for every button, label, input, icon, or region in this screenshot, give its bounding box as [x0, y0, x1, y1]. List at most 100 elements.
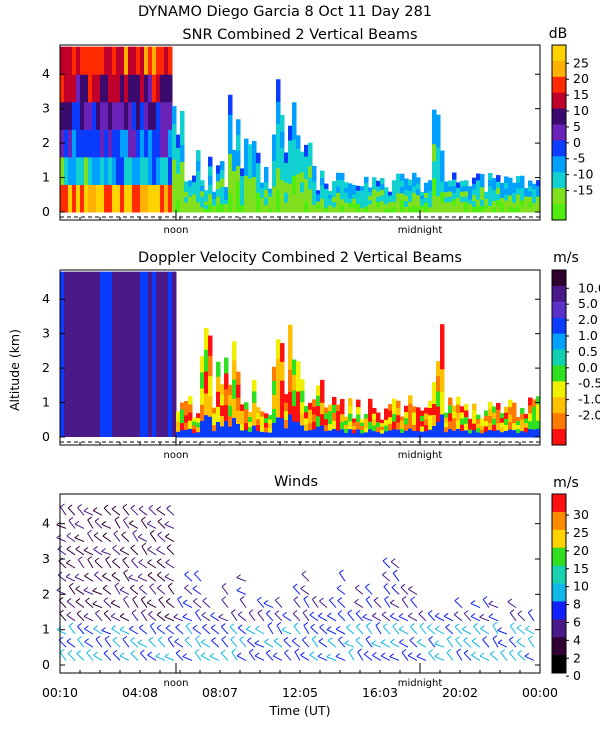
snr-heatmap-cell [404, 184, 409, 191]
y-tick-label: 3 [42, 101, 50, 116]
doppler-heatmap-cell [272, 366, 277, 382]
doppler-heatmap-cell [484, 431, 489, 438]
snr-heatmap-cell [360, 203, 365, 209]
wind-barb-shaft [390, 561, 400, 569]
snr-heatmap-cell [300, 151, 305, 163]
snr-heatmap-cell [96, 74, 101, 103]
doppler-heatmap-cell [328, 411, 333, 419]
wind-barb-flag [147, 546, 152, 550]
y-tick-label: 4 [42, 66, 50, 81]
snr-heatmap-cell [284, 202, 289, 213]
wind-barb-flag [516, 638, 522, 642]
wind-barb-flag [371, 640, 376, 645]
wind-barb-flag [245, 625, 251, 630]
snr-heatmap-cell [340, 192, 345, 200]
snr-heatmap-cell [308, 154, 313, 167]
wind-barb-flag [329, 596, 334, 601]
wind-barb-shaft [381, 614, 391, 622]
wind-barb-shaft [112, 652, 121, 661]
wind-barb-shaft [209, 655, 220, 661]
snr-heatmap-cell [440, 171, 445, 182]
snr-heatmap-cell [68, 74, 73, 103]
doppler-heatmap-cell [388, 417, 393, 425]
wind-barb-shaft [247, 640, 256, 648]
wind-barb-shaft [497, 642, 508, 648]
doppler-heatmap-cell [520, 419, 525, 426]
snr-heatmap-cell [260, 202, 265, 208]
snr-heatmap-cell [424, 197, 429, 203]
wind-barb-shaft [355, 626, 364, 635]
doppler-heatmap-cell [376, 422, 381, 428]
snr-heatmap-cell [204, 193, 209, 198]
snr-heatmap-cell [464, 201, 469, 208]
wind-barb-flag [149, 530, 155, 534]
doppler-heatmap-cell [520, 431, 525, 438]
wind-barb-shaft [129, 587, 139, 595]
wind-barb-flag [119, 613, 125, 617]
doppler-heatmap-cell [400, 420, 405, 426]
doppler-heatmap-cell [456, 412, 461, 422]
snr-heatmap-cell [64, 101, 69, 130]
snr-heatmap-cell [404, 189, 409, 196]
snr-heatmap-cell [512, 182, 517, 189]
snr-heatmap-cell [428, 180, 433, 186]
doppler-heatmap-cell [284, 419, 289, 429]
y-tick-label: 1 [42, 622, 50, 637]
doppler-heatmap-cell [120, 271, 125, 437]
doppler-heatmap-cell [236, 384, 241, 399]
colorbar-swatch [552, 655, 566, 674]
snr-heatmap-cell [376, 191, 381, 197]
snr-heatmap-cell [144, 156, 149, 185]
snr-heatmap-cell [468, 207, 473, 213]
snr-heatmap-cell [228, 133, 233, 154]
doppler-heatmap-cell [480, 418, 485, 423]
snr-heatmap-cell [68, 156, 73, 185]
snr-heatmap-cell [468, 194, 473, 200]
wind-barb-shaft [409, 626, 418, 635]
snr-heatmap-cell [496, 175, 501, 182]
doppler-heatmap-cell [380, 433, 385, 438]
wind-barb-flag [67, 504, 73, 509]
snr-heatmap-cell [420, 208, 425, 213]
snr-heatmap-cell [136, 74, 141, 103]
doppler-heatmap-cell [192, 429, 197, 434]
snr-heatmap-cell [432, 194, 437, 213]
wind-barb-shaft [347, 612, 355, 622]
wind-barb-flag [132, 529, 138, 534]
wind-barb-shaft [147, 549, 157, 556]
wind-barb-flag [497, 627, 502, 631]
y-tick-label: 0 [42, 204, 50, 219]
snr-heatmap-cell [116, 156, 121, 185]
snr-heatmap-cell [224, 195, 229, 201]
doppler-heatmap-cell [208, 416, 213, 438]
snr-heatmap-cell [236, 196, 241, 213]
doppler-heatmap-cell [228, 395, 233, 407]
doppler-heatmap-cell [216, 376, 221, 393]
snr-heatmap-cell [328, 208, 333, 213]
doppler-heatmap-cell [260, 431, 265, 438]
colorbar-frame [551, 44, 567, 221]
wind-barb-flag [84, 625, 89, 630]
snr-heatmap-cell [240, 190, 245, 198]
wind-barb-shaft [128, 577, 139, 582]
y-tick-label: 3 [42, 551, 50, 566]
snr-heatmap-cell [488, 198, 493, 206]
wind-barb-flag [407, 612, 413, 617]
snr-heatmap-cell [168, 156, 173, 185]
snr-heatmap-cell [276, 145, 281, 169]
snr-heatmap-cell [268, 196, 273, 201]
doppler-heatmap-cell [296, 421, 301, 438]
snr-heatmap-cell [360, 190, 365, 196]
snr-heatmap-cell [528, 191, 533, 197]
snr-heatmap-cell [156, 101, 161, 130]
snr-heatmap-cell [160, 184, 165, 213]
doppler-heatmap-cell [204, 349, 209, 373]
doppler-heatmap-cell [392, 406, 397, 415]
snr-heatmap-cell [412, 179, 417, 187]
doppler-heatmap-cell [276, 417, 281, 438]
snr-heatmap-cell [200, 196, 205, 202]
winds-x-ticks: 00:10 04:08 08:07 12:05 16:03 20:02 00:00 [42, 685, 558, 700]
snr-heatmap-cell [492, 189, 497, 196]
wind-barb-flag [146, 599, 152, 604]
wind-barb-shaft [255, 628, 265, 635]
